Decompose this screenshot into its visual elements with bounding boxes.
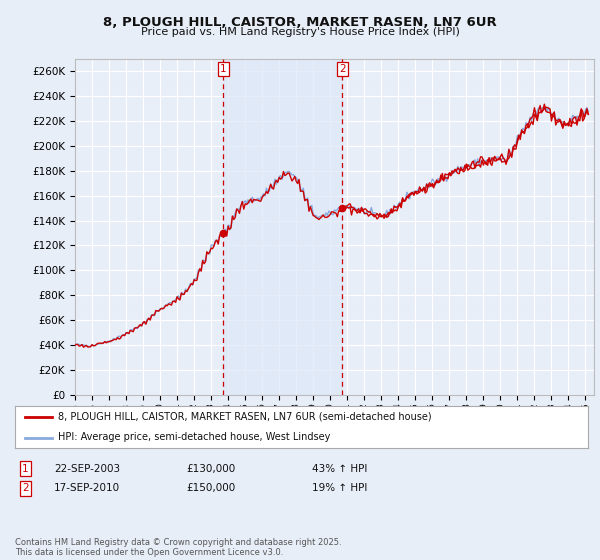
Text: 19% ↑ HPI: 19% ↑ HPI <box>312 483 367 493</box>
Text: £130,000: £130,000 <box>186 464 235 474</box>
Bar <box>223 59 343 395</box>
Text: 1: 1 <box>22 464 29 474</box>
Text: 8, PLOUGH HILL, CAISTOR, MARKET RASEN, LN7 6UR: 8, PLOUGH HILL, CAISTOR, MARKET RASEN, L… <box>103 16 497 29</box>
Text: 2: 2 <box>339 64 346 74</box>
Text: 43% ↑ HPI: 43% ↑ HPI <box>312 464 367 474</box>
Text: 1: 1 <box>220 64 227 74</box>
Text: Contains HM Land Registry data © Crown copyright and database right 2025.
This d: Contains HM Land Registry data © Crown c… <box>15 538 341 557</box>
Text: 2: 2 <box>22 483 29 493</box>
Text: 17-SEP-2010: 17-SEP-2010 <box>54 483 120 493</box>
Text: £150,000: £150,000 <box>186 483 235 493</box>
Text: Price paid vs. HM Land Registry's House Price Index (HPI): Price paid vs. HM Land Registry's House … <box>140 27 460 37</box>
Text: HPI: Average price, semi-detached house, West Lindsey: HPI: Average price, semi-detached house,… <box>58 432 331 442</box>
Text: 22-SEP-2003: 22-SEP-2003 <box>54 464 120 474</box>
Text: 8, PLOUGH HILL, CAISTOR, MARKET RASEN, LN7 6UR (semi-detached house): 8, PLOUGH HILL, CAISTOR, MARKET RASEN, L… <box>58 412 431 422</box>
